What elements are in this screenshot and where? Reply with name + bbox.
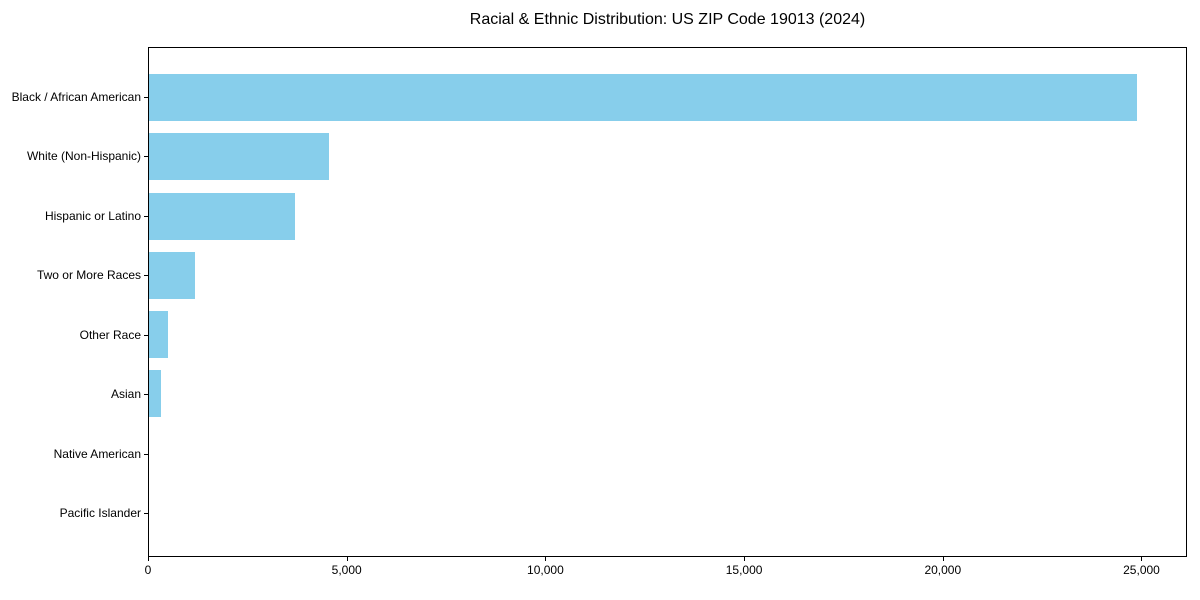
y-tick-mark xyxy=(144,275,148,277)
y-tick-label: Pacific Islander xyxy=(59,506,141,521)
y-tick-mark xyxy=(144,215,148,217)
x-tick-label: 5,000 xyxy=(331,563,362,577)
bar-white-non-hispanic xyxy=(149,133,329,181)
plot-area xyxy=(148,47,1187,557)
y-tick-mark xyxy=(144,156,148,158)
y-tick-label: Two or More Races xyxy=(36,268,141,283)
x-tick-mark xyxy=(942,557,944,561)
x-tick-mark xyxy=(148,557,149,561)
x-tick-mark xyxy=(346,557,348,561)
bar-row xyxy=(149,483,1186,542)
bar-row xyxy=(149,424,1186,483)
y-tick-label: White (Non-Hispanic) xyxy=(26,149,141,164)
bar-row xyxy=(149,305,1186,364)
x-tick-mark xyxy=(1141,557,1143,561)
bar-row xyxy=(149,127,1186,186)
x-tick-mark xyxy=(545,557,547,561)
bars-container xyxy=(149,48,1186,556)
chart-title: Racial & Ethnic Distribution: US ZIP Cod… xyxy=(469,11,866,28)
x-tick-label: 10,000 xyxy=(527,563,564,577)
y-tick-mark xyxy=(144,96,148,98)
y-tick-label: Native American xyxy=(53,446,141,461)
y-tick-mark xyxy=(144,513,148,515)
y-tick-label: Other Race xyxy=(79,327,141,342)
bar-other-race xyxy=(149,311,169,359)
y-tick-mark xyxy=(144,394,148,396)
x-tick-label: 15,000 xyxy=(725,563,763,577)
x-tick-mark xyxy=(744,557,746,561)
y-tick-label: Black / African American xyxy=(11,89,141,104)
bar-row xyxy=(149,68,1186,127)
y-tick-mark xyxy=(144,453,148,455)
bar-row xyxy=(149,187,1186,246)
bar-row xyxy=(149,246,1186,305)
y-tick-label: Hispanic or Latino xyxy=(44,208,141,223)
bar-row xyxy=(149,364,1186,423)
bar-hispanic-or-latino xyxy=(149,192,295,240)
bar-two-or-more-races xyxy=(149,251,195,299)
bar-black-african-american xyxy=(149,74,1137,122)
x-tick-label: 20,000 xyxy=(924,563,962,577)
y-tick-mark xyxy=(144,334,148,336)
x-tick-label: 25,000 xyxy=(1123,563,1160,577)
x-tick-label: 0 xyxy=(144,563,152,577)
y-tick-label: Asian xyxy=(110,387,141,402)
bar-asian xyxy=(149,370,162,418)
